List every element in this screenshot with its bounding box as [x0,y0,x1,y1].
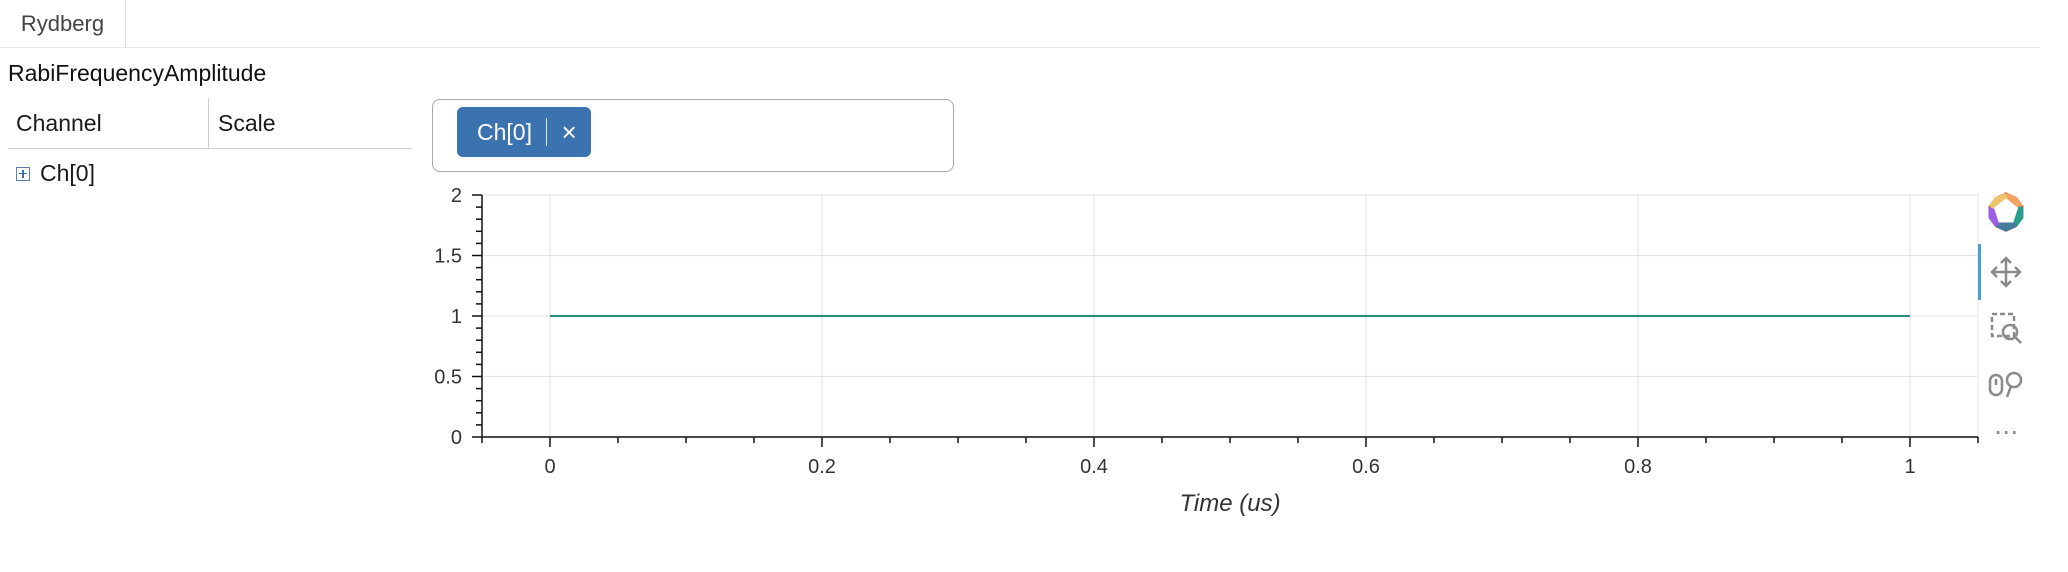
x-tick-label: 0.4 [1080,456,1108,478]
plot-toolbar: ⋯ [1978,190,2032,450]
section-title: RabiFrequencyAmplitude [8,60,267,86]
channel-multiselect[interactable]: Ch[0] × [432,99,954,172]
y-tick-label: 1.5 [434,246,462,268]
pan-icon[interactable] [1986,252,2026,292]
y-tick-label: 0 [451,427,462,449]
tab-bar: Rydberg [0,0,2040,48]
y-tick-label: 2 [451,185,462,207]
column-divider[interactable] [208,98,209,148]
tab-label: Rydberg [20,10,105,36]
chip-label: Ch[0] [477,118,532,145]
active-tool-indicator [1978,244,1981,300]
x-axis-title: Time (us) [1179,490,1280,517]
chip-separator [545,118,548,146]
y-tick-label: 0.5 [434,367,462,389]
column-header-channel[interactable]: Channel [16,110,102,136]
expand-icon[interactable] [16,166,30,181]
tree-row-ch0[interactable]: Ch[0] [16,160,95,187]
x-tick-label: 1 [1904,456,1915,478]
selected-chip: Ch[0] × [457,107,591,157]
wheel-zoom-icon[interactable] [1986,364,2026,404]
tab-rydberg[interactable]: Rydberg [0,0,126,47]
bokeh-logo-icon[interactable] [1986,192,2026,232]
more-icon[interactable]: ⋯ [1994,419,2019,446]
y-tick-label: 1 [451,306,462,328]
x-tick-label: 0.2 [808,456,836,478]
x-tick-label: 0 [544,456,555,478]
box-zoom-icon[interactable] [1986,308,2026,348]
remove-chip-icon[interactable]: × [561,117,577,147]
table-header: Channel Scale [8,98,412,149]
x-tick-label: 0.8 [1624,456,1652,478]
column-header-scale[interactable]: Scale [218,110,276,136]
tree-row-label: Ch[0] [40,160,95,186]
x-tick-label: 0.6 [1352,456,1380,478]
